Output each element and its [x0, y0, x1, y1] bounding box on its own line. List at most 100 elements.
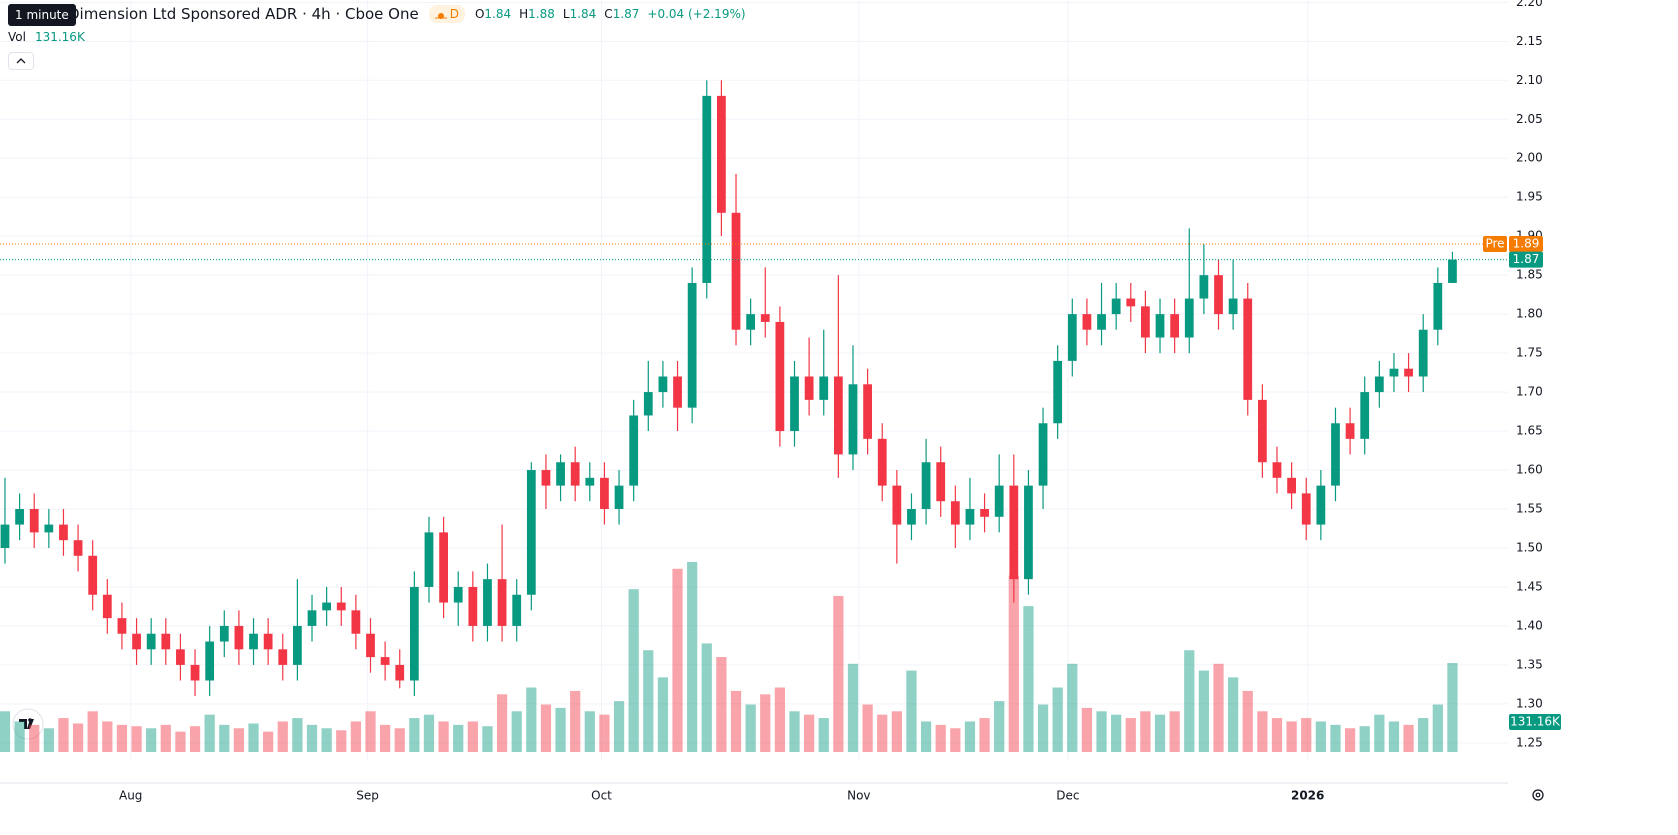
candle-body: [863, 384, 872, 439]
ohlc-value: 1.87: [612, 7, 640, 21]
volume-bar: [584, 711, 595, 752]
legend-header: Dimension Ltd Sponsored ADR · 4h · Cboe …: [68, 5, 746, 23]
volume-bar: [292, 718, 303, 752]
volume-bar: [672, 568, 683, 752]
ohlc-label: H: [519, 7, 529, 21]
volume-bar: [745, 704, 756, 752]
volume-bar: [657, 677, 669, 752]
candle-body: [570, 462, 580, 486]
candle-body: [351, 610, 361, 634]
volume-bar: [920, 721, 932, 752]
candle-body: [1170, 314, 1180, 338]
volume-bar: [687, 562, 698, 752]
volume-bar: [1198, 670, 1210, 752]
y-tick-label: 1.40: [1516, 618, 1543, 632]
candle-body: [1243, 298, 1253, 400]
candle-body: [1257, 399, 1267, 463]
candle-body: [892, 485, 902, 525]
candle-body: [1345, 423, 1355, 439]
volume-bar: [14, 721, 25, 752]
volume-bar: [321, 728, 332, 752]
volume-bar: [379, 724, 391, 752]
volume-bar: [935, 724, 946, 752]
candle-body: [483, 579, 492, 626]
session-badge[interactable]: D: [428, 5, 465, 23]
volume-bar: [906, 670, 917, 752]
volume-bar: [1330, 724, 1341, 752]
pre-market-price-tag: [1509, 235, 1543, 252]
candle-body: [717, 95, 726, 213]
change-label: +0.04 (+2.19%): [647, 7, 746, 21]
volume-bar: [175, 731, 186, 752]
x-tick-label: 2026: [1291, 789, 1324, 803]
volume-bar: [467, 721, 478, 752]
volume-bar: [1271, 718, 1283, 752]
candle-body: [512, 594, 522, 626]
candle-body: [643, 392, 653, 416]
volume-bar: [1023, 606, 1034, 752]
volume-bar: [1213, 663, 1224, 752]
y-tick-label: 1.65: [1516, 424, 1543, 438]
candle-body: [585, 477, 595, 486]
volume-bar: [43, 728, 54, 752]
volume-bar: [496, 694, 508, 752]
candle-body: [1067, 314, 1077, 361]
volume-bar: [1067, 663, 1078, 752]
volume-bar: [1111, 714, 1122, 752]
volume-bar: [1301, 718, 1312, 752]
candle-body: [1301, 493, 1311, 525]
volume-bar: [1037, 704, 1049, 752]
candle-body: [1433, 282, 1443, 330]
volume-bar: [438, 721, 449, 752]
volume-bar: [599, 714, 610, 752]
volume-bar: [570, 690, 581, 752]
volume-bar: [1052, 687, 1063, 752]
volume-bar: [409, 718, 420, 752]
logo: [12, 708, 44, 740]
candle-body: [746, 314, 756, 330]
y-tick-label: 2.05: [1516, 112, 1543, 126]
volume-bar: [964, 721, 976, 752]
candle-body: [907, 509, 916, 525]
volume-bar: [87, 711, 98, 752]
candle-body: [936, 462, 946, 502]
volume-bar: [818, 718, 829, 752]
y-tick-label: 1.95: [1516, 190, 1543, 204]
candle-body: [190, 664, 200, 681]
volume-bar: [146, 728, 157, 752]
y-tick-label: 2.00: [1516, 151, 1543, 165]
y-tick-label: 1.85: [1516, 268, 1543, 282]
candle-body: [293, 625, 302, 665]
candle-body: [366, 633, 375, 658]
volume-bar: [833, 595, 844, 752]
volume-bar: [365, 711, 376, 752]
volume-bar: [219, 724, 230, 752]
volume-bar: [1125, 718, 1136, 752]
candle-body: [804, 376, 814, 400]
candle-body: [526, 470, 536, 595]
volume-bar: [116, 724, 128, 752]
volume-bar: [189, 726, 201, 752]
y-tick-label: 1.60: [1516, 463, 1543, 477]
candle-body: [877, 438, 887, 486]
volume-bar: [1418, 718, 1429, 752]
candle-body: [541, 470, 551, 486]
volume-bar: [248, 723, 259, 752]
candle-body: [132, 633, 141, 650]
last-price: 1.87: [1513, 252, 1540, 266]
ohlc-item: L1.84: [563, 7, 596, 21]
pre-market-tag-label: Pre: [1485, 236, 1504, 250]
volume-tag-label: 131.16K: [1510, 715, 1561, 729]
candle-body: [1418, 329, 1428, 377]
volume-bar: [716, 657, 727, 752]
candle-body: [1448, 259, 1457, 283]
candle-body: [88, 555, 98, 595]
settings-icon[interactable]: [1532, 789, 1544, 801]
ohlc-label: L: [562, 7, 570, 21]
collapse-button[interactable]: [8, 52, 34, 70]
volume-bar: [1081, 707, 1093, 752]
candle-body: [1009, 485, 1019, 580]
volume-bar: [540, 704, 552, 752]
volume-bar: [628, 589, 639, 752]
